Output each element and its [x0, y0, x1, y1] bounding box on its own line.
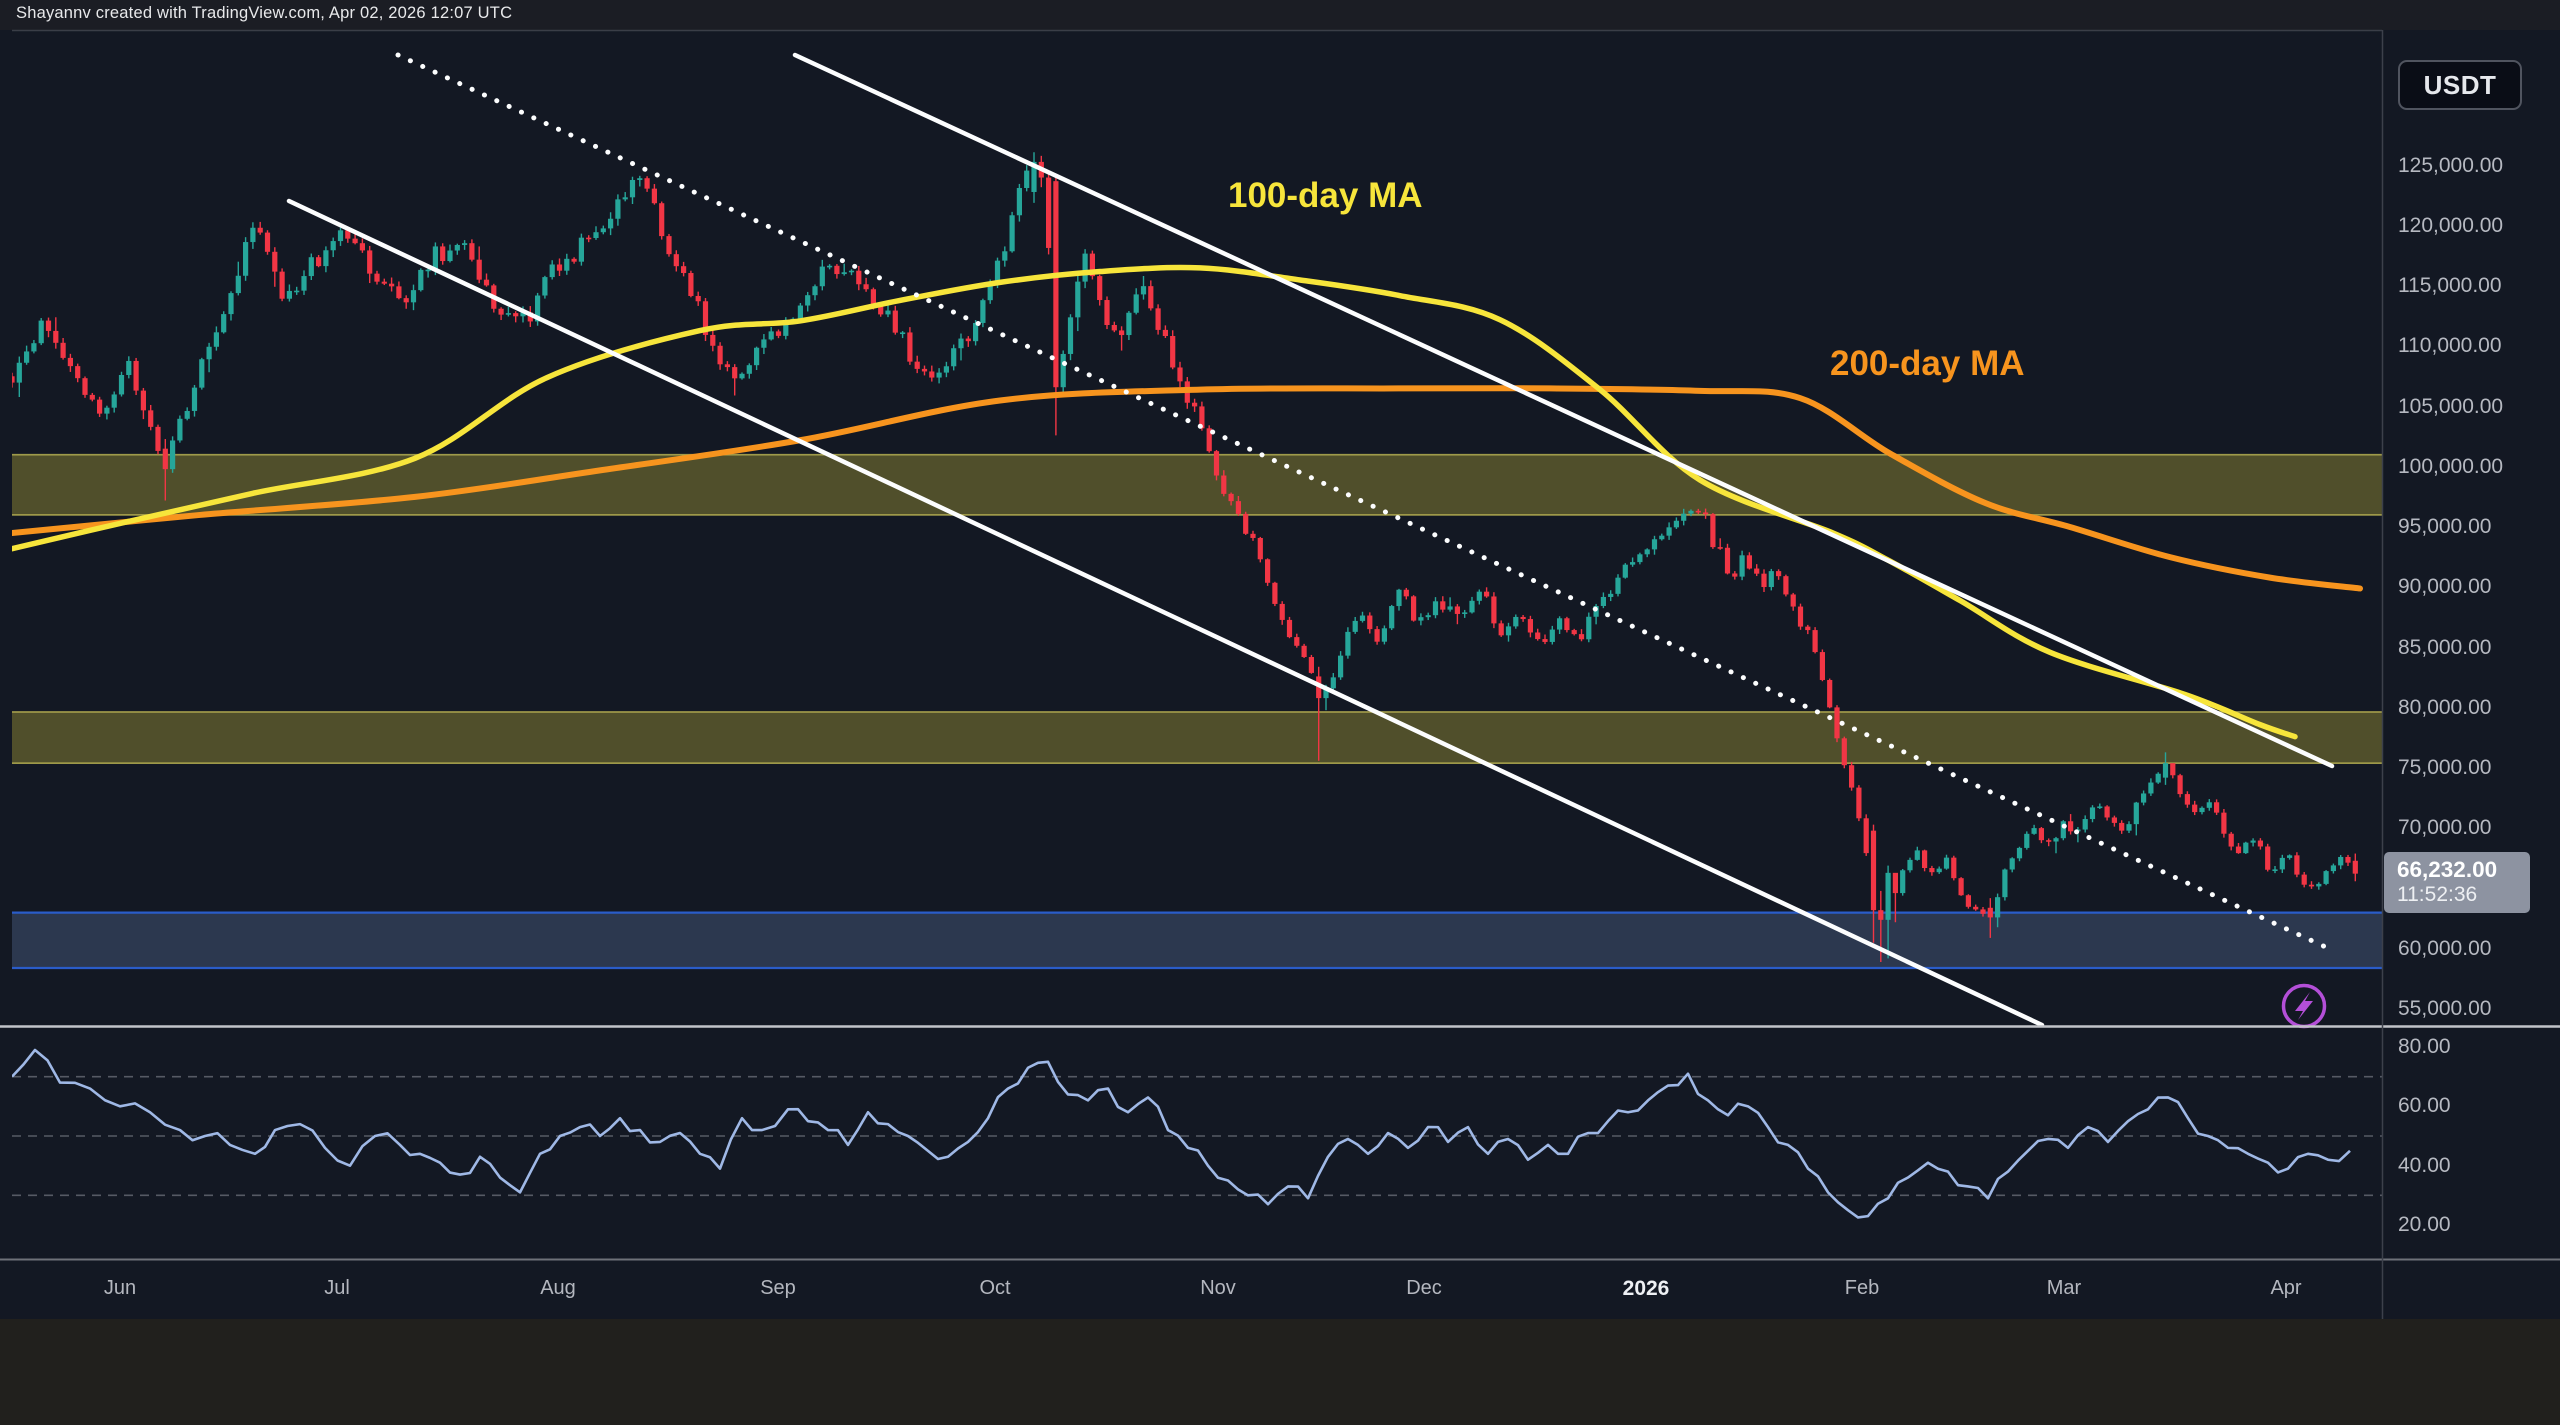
price-tick-label: 105,000.00: [2398, 394, 2504, 418]
bar-countdown: 11:52:36: [2397, 883, 2478, 907]
time-axis-month-label: Dec: [1406, 1277, 1442, 1299]
time-axis-month-label: Sep: [760, 1277, 796, 1299]
attribution-text: Shayannv created with TradingView.com, A…: [16, 4, 513, 22]
ma100-label: 100-day MA: [1228, 176, 1423, 215]
price-tick-label: 120,000.00: [2398, 213, 2504, 237]
channel-midline[interactable]: [395, 52, 2335, 953]
price-tick-label: 110,000.00: [2398, 334, 2502, 358]
time-axis-month-label: Jun: [103, 1277, 137, 1299]
rsi-pane: [12, 1048, 2382, 1219]
last-price-value: 66,232.00: [2397, 856, 2498, 882]
main-pane: [12, 52, 2382, 1026]
price-tick-label: 55,000.00: [2398, 997, 2492, 1020]
time-axis-month-label: Mar: [2046, 1277, 2082, 1299]
channel-line-steep[interactable]: [286, 198, 2045, 1026]
price-tick-label: 125,000.00: [2398, 153, 2504, 177]
flash-icon: [2281, 983, 2327, 1029]
resistance-zone-upper: [12, 453, 2382, 516]
price-tick-label: 100,000.00: [2398, 454, 2504, 478]
last-price-badge: 66,232.00 11:52:36: [2384, 852, 2530, 913]
rsi-tick-label: 80.00: [2398, 1035, 2451, 1058]
time-axis-month-label: Aug: [540, 1277, 576, 1299]
rsi-line: [12, 1048, 2351, 1219]
price-tick-label: 90,000.00: [2398, 575, 2492, 599]
support-zone: [12, 911, 2382, 970]
rsi-tick-label: 20.00: [2398, 1213, 2451, 1236]
price-tick-label: 60,000.00: [2398, 936, 2492, 960]
quote-currency-button[interactable]: USDT: [2398, 60, 2522, 110]
time-axis-month-label: Jul: [324, 1277, 350, 1299]
ma-100-line: [12, 264, 2298, 740]
channel-line-upper[interactable]: [792, 52, 2335, 769]
resistance-zone-lower: [12, 711, 2382, 764]
price-tick-label: 95,000.00: [2398, 515, 2492, 538]
time-axis-month-label: Feb: [1844, 1277, 1880, 1299]
price-tick-label: 85,000.00: [2398, 635, 2492, 659]
attribution-bar: Shayannv created with TradingView.com, A…: [0, 0, 2560, 30]
price-tick-label: 80,000.00: [2398, 695, 2492, 719]
candlestick-series: [12, 152, 2358, 963]
time-axis-year-label: 2026: [1622, 1277, 1670, 1300]
rsi-tick-label: 40.00: [2398, 1153, 2451, 1177]
ma200-label: 200-day MA: [1830, 344, 2025, 383]
time-axis-month-label: Apr: [2270, 1277, 2302, 1299]
price-tick-label: 70,000.00: [2398, 816, 2492, 840]
price-tick-label: 115,000.00: [2398, 274, 2502, 297]
ma-200-line: [12, 385, 2363, 592]
footer-bar: TradingView: [0, 1319, 2560, 1425]
time-axis-month-label: Oct: [979, 1277, 1011, 1299]
time-axis-month-label: Nov: [1200, 1277, 1236, 1299]
rsi-tick-label: 60.00: [2398, 1094, 2451, 1118]
price-tick-label: 75,000.00: [2398, 756, 2492, 779]
